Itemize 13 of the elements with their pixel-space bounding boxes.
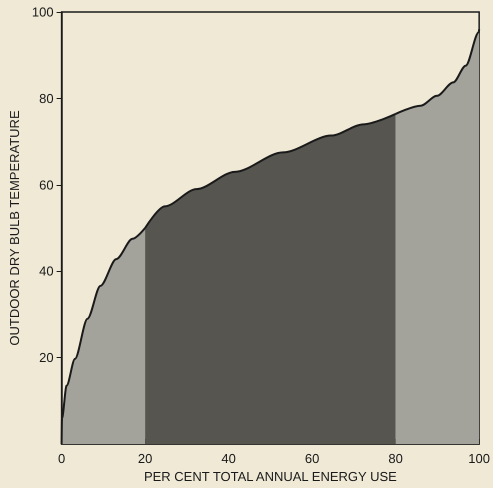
y-tick-label: 60 <box>39 177 54 192</box>
x-tick-label: 20 <box>138 451 152 466</box>
y-tick-label: 40 <box>39 264 54 279</box>
x-tick-label: 0 <box>58 451 66 466</box>
y-tick-label: 100 <box>32 4 54 20</box>
x-tick-label: 100 <box>468 451 490 466</box>
x-tick-label: 80 <box>388 451 403 466</box>
y-tick-label: 80 <box>39 90 54 106</box>
x-axis-title: PER CENT TOTAL ANNUAL ENERGY USE <box>144 468 398 484</box>
y-tick-label: 20 <box>39 350 54 366</box>
x-tick-label: 60 <box>304 451 320 466</box>
y-axis-title: OUTDOOR DRY BULB TEMPERATURE <box>7 110 22 346</box>
x-tick-label: 40 <box>221 451 236 466</box>
